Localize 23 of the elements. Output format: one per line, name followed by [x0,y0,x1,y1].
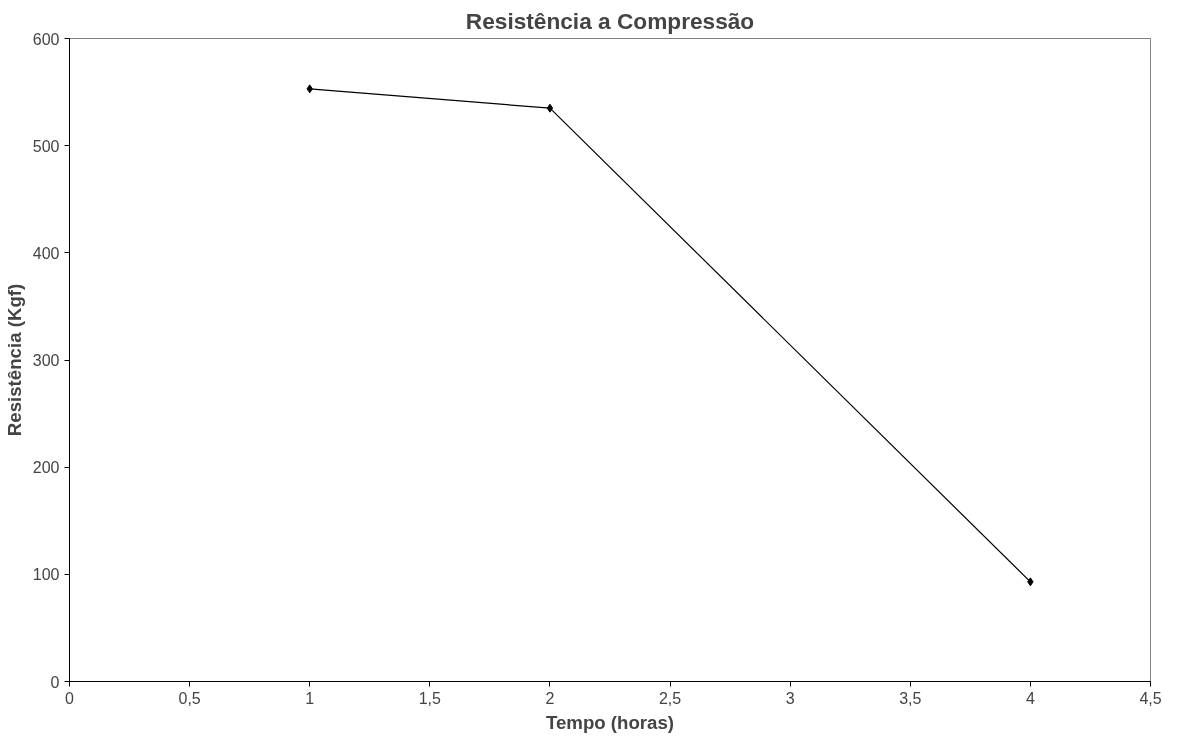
x-tick-label: 4,5 [1139,689,1162,707]
chart-title: Resistência a Compressão [465,7,755,34]
y-tick-label: 500 [32,137,60,155]
x-tick-label: 0 [65,689,75,707]
x-tick-label: 2,5 [658,689,682,707]
x-tick-label: 4 [1025,689,1035,707]
x-tick-label: 3,5 [899,689,922,707]
x-tick-label: 2 [545,689,555,707]
x-tick-label: 1 [305,689,315,707]
y-tick-label: 0 [50,673,60,691]
y-tick-label: 400 [32,244,60,262]
y-tick-label: 100 [32,566,60,584]
x-tick-label: 1,5 [418,689,442,707]
y-tick-label: 300 [32,352,60,369]
point [306,84,313,94]
y-axis-title: Resistência (Kgf) [3,283,25,437]
point [546,103,554,113]
x-tick-label: 3 [785,689,795,707]
y-tick-label: 200 [32,459,60,477]
x-axis-title: Tempo (horas) [545,711,675,733]
y-tick-label: 600 [32,30,60,48]
point [1027,577,1034,587]
x-tick-label: 0,5 [178,689,201,707]
